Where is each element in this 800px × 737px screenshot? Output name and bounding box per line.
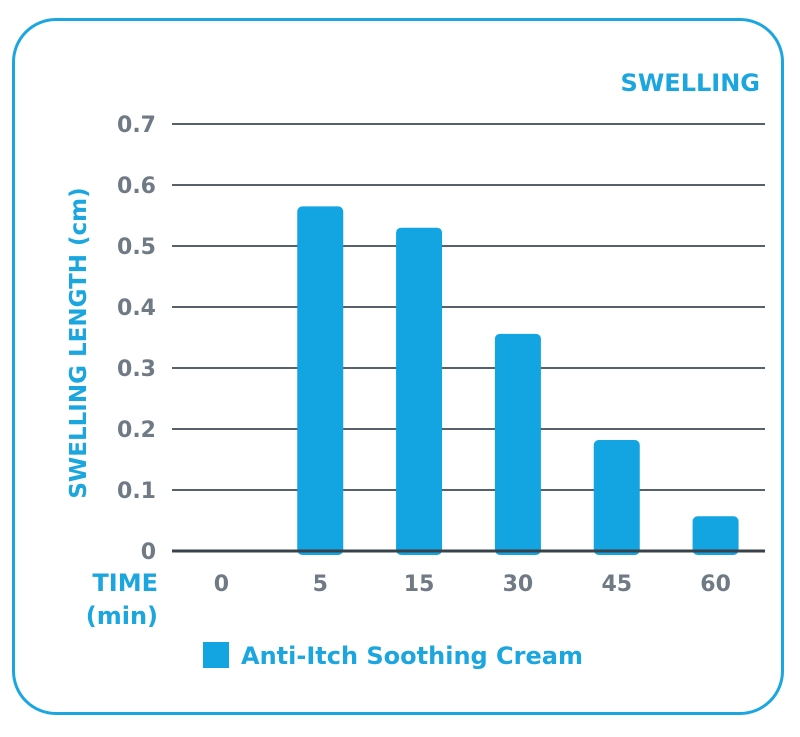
y-tick-label: 0.5: [117, 235, 156, 260]
grid-lines: [172, 123, 765, 491]
bar-60: [692, 516, 739, 555]
x-axis-label: TIME: [92, 569, 158, 597]
y-tick-label: 0.6: [117, 174, 156, 199]
x-axis-unit: (min): [86, 602, 158, 630]
x-tick-label: 30: [503, 572, 534, 597]
x-tick-label: 0: [214, 572, 229, 597]
bars: [297, 206, 739, 555]
y-tick-label: 0.3: [117, 357, 156, 382]
y-axis-label: SWELLING LENGTH (cm): [66, 187, 92, 498]
y-tick-label: 0.7: [117, 113, 156, 138]
y-tick-labels: 0 0.1 0.2 0.3 0.4 0.5 0.6 0.7: [117, 113, 156, 565]
y-tick-label: 0.4: [117, 296, 156, 321]
x-tick-label: 5: [313, 572, 328, 597]
bar-45: [593, 439, 640, 555]
legend-swatch: [203, 642, 229, 668]
bar-30: [494, 333, 541, 555]
x-tick-label: 60: [700, 572, 731, 597]
x-tick-labels: 0 5 15 30 45 60: [214, 572, 731, 597]
y-tick-label: 0.2: [117, 418, 156, 443]
y-tick-label: 0.1: [117, 479, 156, 504]
chart-title: SWELLING: [621, 69, 760, 97]
bar-15: [396, 227, 443, 555]
bar-5: [297, 206, 344, 555]
legend-label: Anti-Itch Soothing Cream: [241, 642, 583, 670]
x-tick-label: 15: [404, 572, 435, 597]
x-tick-label: 45: [601, 572, 632, 597]
y-tick-label: 0: [141, 540, 156, 565]
